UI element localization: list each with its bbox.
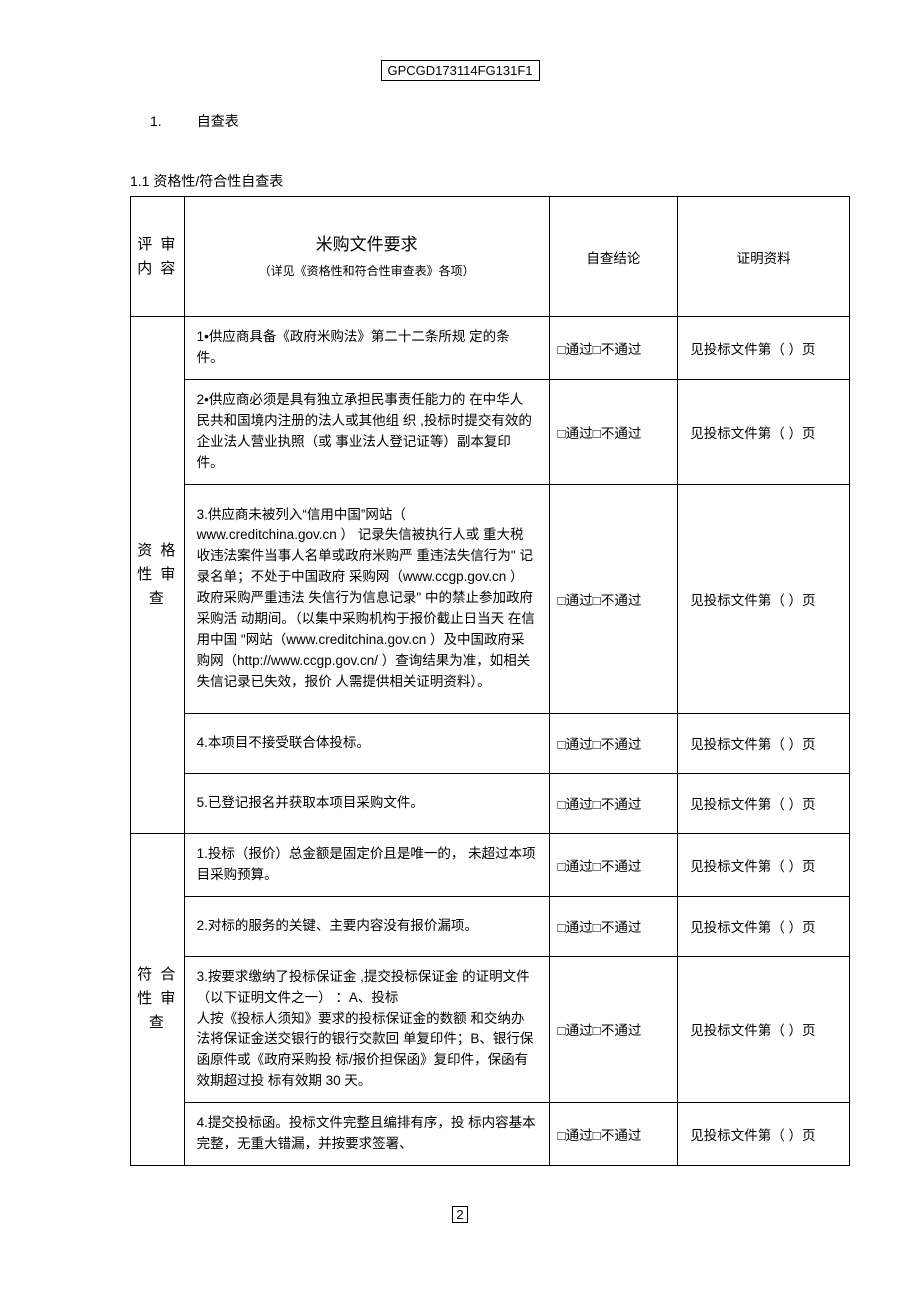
category-qualification: 资 格 性 审 查: [131, 317, 185, 834]
requirement-cell: 4.本项目不接受联合体投标。: [184, 713, 549, 773]
table-row: 4.本项目不接受联合体投标。 □通过□不通过 见投标文件第（ ）页: [131, 713, 850, 773]
page-footer: 2: [40, 1206, 880, 1223]
requirement-cell: 1•供应商具备《政府米购法》第二十二条所规 定的条件。: [184, 317, 549, 380]
subsection-title: 1.1 资格性/符合性自查表: [130, 171, 880, 191]
header-category: 评 审 内 容: [131, 197, 185, 317]
section-heading: 1. 自查表: [150, 111, 880, 131]
header-result: 自查结论: [549, 197, 678, 317]
evidence-cell: 见投标文件第（ ）页: [678, 379, 850, 484]
requirement-cell: 5.已登记报名并获取本项目采购文件。: [184, 773, 549, 833]
section-number: 1.: [150, 113, 162, 129]
page-number: 2: [452, 1206, 467, 1223]
result-cell: □通过□不通过: [549, 379, 678, 484]
table-row: 3.按要求缴纳了投标保证金 ,提交投标保证金 的证明文件（以下证明文件之一） ：…: [131, 956, 850, 1103]
evidence-cell: 见投标文件第（ ）页: [678, 956, 850, 1103]
evidence-cell: 见投标文件第（ ）页: [678, 317, 850, 380]
table-row: 资 格 性 审 查 1•供应商具备《政府米购法》第二十二条所规 定的条件。 □通…: [131, 317, 850, 380]
requirement-cell: 2.对标的服务的关键、主要内容没有报价漏项。: [184, 896, 549, 956]
evidence-cell: 见投标文件第（ ）页: [678, 896, 850, 956]
header-requirement: 米购文件要求 （详见《资格性和符合性审查表》各项）: [184, 197, 549, 317]
evidence-cell: 见投标文件第（ ）页: [678, 1103, 850, 1166]
result-cell: □通过□不通过: [549, 833, 678, 896]
result-cell: □通过□不通过: [549, 713, 678, 773]
doc-id-box: GPCGD173114FG131F1: [381, 60, 540, 81]
table-row: 4.提交投标函。投标文件完整且编排有序，投 标内容基本完整，无重大错漏，并按要求…: [131, 1103, 850, 1166]
section-title: 自查表: [197, 113, 239, 129]
result-cell: □通过□不通过: [549, 484, 678, 713]
table-header-row: 评 审 内 容 米购文件要求 （详见《资格性和符合性审查表》各项） 自查结论 证…: [131, 197, 850, 317]
table-row: 符 合 性 审 查 1.投标（报价）总金额是固定价且是唯一的， 未超过本项目采购…: [131, 833, 850, 896]
evidence-cell: 见投标文件第（ ）页: [678, 773, 850, 833]
table-row: 5.已登记报名并获取本项目采购文件。 □通过□不通过 见投标文件第（ ）页: [131, 773, 850, 833]
result-cell: □通过□不通过: [549, 773, 678, 833]
header-evidence: 证明资料: [678, 197, 850, 317]
evidence-cell: 见投标文件第（ ）页: [678, 484, 850, 713]
self-check-table: 评 审 内 容 米购文件要求 （详见《资格性和符合性审查表》各项） 自查结论 证…: [130, 196, 850, 1166]
table-row: 2•供应商必须是具有独立承担民事责任能力的 在中华人民共和国境内注册的法人或其他…: [131, 379, 850, 484]
requirement-cell: 4.提交投标函。投标文件完整且编排有序，投 标内容基本完整，无重大错漏，并按要求…: [184, 1103, 549, 1166]
evidence-cell: 见投标文件第（ ）页: [678, 713, 850, 773]
requirement-cell: 1.投标（报价）总金额是固定价且是唯一的， 未超过本项目采购预算。: [184, 833, 549, 896]
category-conformity: 符 合 性 审 查: [131, 833, 185, 1165]
result-cell: □通过□不通过: [549, 1103, 678, 1166]
requirement-cell: 2•供应商必须是具有独立承担民事责任能力的 在中华人民共和国境内注册的法人或其他…: [184, 379, 549, 484]
requirement-cell: 3.按要求缴纳了投标保证金 ,提交投标保证金 的证明文件（以下证明文件之一） ：…: [184, 956, 549, 1103]
result-cell: □通过□不通过: [549, 317, 678, 380]
requirement-cell: 3.供应商未被列入“信用中国”网站（ www.creditchina.gov.c…: [184, 484, 549, 713]
document-header: GPCGD173114FG131F1: [40, 60, 880, 81]
table-row: 3.供应商未被列入“信用中国”网站（ www.creditchina.gov.c…: [131, 484, 850, 713]
evidence-cell: 见投标文件第（ ）页: [678, 833, 850, 896]
result-cell: □通过□不通过: [549, 896, 678, 956]
table-row: 2.对标的服务的关键、主要内容没有报价漏项。 □通过□不通过 见投标文件第（ ）…: [131, 896, 850, 956]
result-cell: □通过□不通过: [549, 956, 678, 1103]
